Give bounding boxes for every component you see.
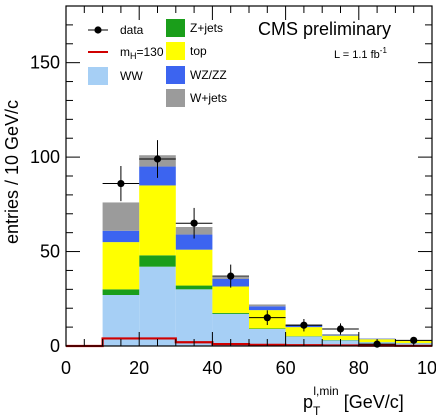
legend-swatch-ww: [88, 67, 108, 85]
data-marker: [227, 272, 235, 280]
x-tick-label: 100: [417, 358, 436, 378]
x-tick-label: 60: [276, 358, 296, 378]
data-marker: [336, 325, 345, 333]
x-tick-label: 0: [61, 358, 71, 378]
legend-label-ww: WW: [120, 69, 143, 83]
luminosity-sup: -1: [380, 46, 388, 55]
bar-wz-zz-bin-9: [358, 338, 396, 340]
legend: data mH=130 WW Z+jets top WZ/ZZ W+jets: [88, 19, 227, 107]
bar-w-jets-bin-2: [102, 202, 140, 231]
legend-signal-tail: =130: [137, 45, 164, 59]
bar-top-bin-4: [175, 249, 213, 286]
data-marker: [300, 321, 308, 329]
x-label-superscript: l,min: [313, 384, 338, 398]
bar-z-jets-bin-4: [175, 285, 213, 290]
bar-w-jets-bin-6: [249, 304, 286, 307]
bar-wz-zz-bin-8: [322, 334, 359, 336]
bar-top-bin-7: [285, 327, 323, 337]
legend-signal-m: m: [120, 45, 130, 59]
bar-ww-bin-4: [175, 289, 213, 346]
bar-ww-bin-3: [139, 266, 176, 346]
x-label-subscript: T: [313, 404, 321, 418]
legend-label-z-jets: Z+jets: [190, 21, 223, 35]
luminosity-label: L = 1.1 fb-1: [334, 46, 387, 61]
bar-top-bin-3: [139, 185, 176, 256]
bar-wz-zz-bin-2: [102, 230, 140, 243]
luminosity-main: L = 1.1 fb: [334, 49, 380, 61]
bar-z-jets-bin-2: [102, 289, 140, 295]
x-tick-label: 40: [202, 358, 222, 378]
data-point-2: [139, 140, 176, 178]
x-axis-label: pTl,min [GeV/c]: [303, 384, 404, 418]
x-tick-label: 80: [349, 358, 369, 378]
data-marker: [153, 155, 162, 163]
legend-label-data: data: [120, 23, 144, 37]
data-point-1: [102, 165, 140, 202]
bar-top-bin-5: [212, 286, 249, 313]
data-point-7: [322, 323, 359, 335]
y-tick-label: 100: [30, 147, 60, 167]
bar-ww-bin-6: [249, 329, 286, 346]
legend-label-w-jets: W+jets: [190, 91, 227, 105]
legend-swatch-z-jets: [166, 19, 185, 37]
data-marker: [117, 179, 125, 188]
x-tick-label: 20: [129, 358, 149, 378]
data-point-6: [285, 318, 323, 332]
bar-top-bin-8: [322, 335, 359, 340]
y-tick-label: 150: [30, 53, 60, 73]
legend-swatch-wz-zz: [166, 66, 185, 84]
data-point-5: [249, 310, 286, 326]
legend-swatch-top: [166, 42, 185, 60]
legend-label-wz-zz: WZ/ZZ: [190, 68, 227, 82]
legend-label-top: top: [190, 44, 207, 58]
legend-label-signal: mH=130: [120, 45, 164, 61]
x-label-unit: [GeV/c]: [339, 392, 404, 412]
data-point-3: [175, 207, 213, 239]
bar-z-jets-bin-6: [249, 328, 286, 329]
y-tick-label: 50: [40, 242, 60, 262]
data-marker: [190, 219, 198, 227]
x-label-base: p: [303, 392, 313, 412]
bar-wz-zz-bin-4: [175, 234, 213, 250]
data-marker: [263, 314, 271, 322]
bar-top-bin-2: [102, 242, 140, 290]
experiment-label: CMS preliminary: [258, 19, 391, 39]
y-axis-label: entries / 10 GeV/c: [2, 100, 22, 244]
bar-z-jets-bin-5: [212, 312, 249, 314]
legend-signal-sub: H: [130, 51, 137, 61]
legend-swatch-w-jets: [166, 89, 185, 107]
plot-area: [65, 5, 433, 348]
data-point-4: [212, 264, 249, 288]
y-tick-label: 0: [50, 336, 60, 356]
bar-z-jets-bin-3: [139, 255, 176, 267]
bar-wz-zz-bin-6: [249, 306, 286, 311]
